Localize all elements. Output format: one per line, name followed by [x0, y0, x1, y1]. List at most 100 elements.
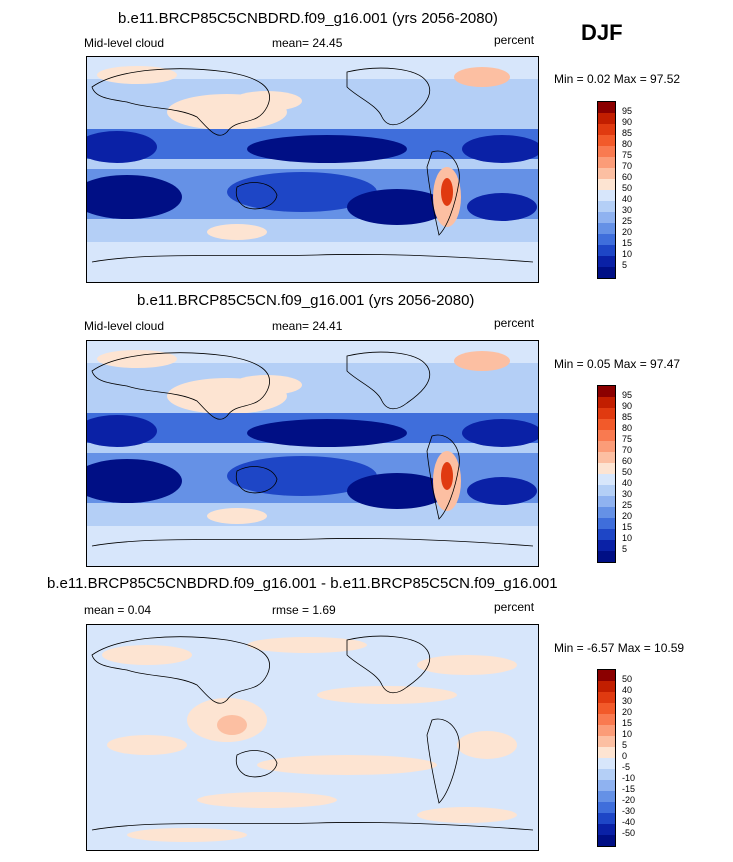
diff-positive-patch: [197, 792, 337, 808]
diff-positive-patch: [417, 655, 517, 675]
colorbar-tick-label: 80: [622, 139, 633, 149]
s-atlantic-low: [467, 193, 537, 221]
colorbar-tick-label: 15: [622, 238, 633, 248]
antarctic-band: [87, 242, 538, 282]
asia-high-cloud-2: [232, 375, 302, 395]
colorbar-swatch: [598, 681, 615, 692]
indian-low-cloud: [87, 415, 157, 447]
diff-maritime-continent: [217, 715, 247, 735]
north-america-coastline: [346, 67, 430, 126]
colorbar-swatch: [598, 157, 615, 168]
panel-2-variable-label: Mid-level cloud: [84, 319, 165, 333]
s-ocean-high: [207, 224, 267, 240]
colorbar-tick-label: 0: [622, 751, 628, 761]
colorbar-swatch: [598, 441, 615, 452]
panel-2-map: [86, 340, 539, 567]
eurasia-coastline: [91, 636, 270, 704]
pacific-low-cloud: [247, 135, 407, 163]
colorbar-tick-label: 40: [622, 478, 633, 488]
panel-3-rmse-label: rmse = 1.69: [272, 603, 336, 617]
colorbar-tick-label: 20: [622, 227, 633, 237]
colorbar-swatch: [598, 725, 615, 736]
s-pacific-low: [227, 456, 377, 496]
se-pacific-low: [347, 189, 447, 225]
panel-3-units-label: percent: [494, 600, 535, 614]
colorbar-swatch: [598, 714, 615, 725]
colorbar-tick-label: 30: [622, 696, 633, 706]
colorbar-swatch: [598, 267, 615, 278]
diff-positive-patch: [457, 731, 517, 759]
colorbar-tick-label: 10: [622, 533, 633, 543]
panel-1-units-label: percent: [494, 33, 535, 47]
colorbar-swatch: [598, 234, 615, 245]
panel-3-title: b.e11.BRCP85C5CNBDRD.f09_g16.001 - b.e11…: [47, 575, 558, 592]
colorbar-swatch: [598, 769, 615, 780]
colorbar-swatch: [598, 135, 615, 146]
colorbar-tick-label: 90: [622, 117, 633, 127]
colorbar-tick-label: 40: [622, 685, 633, 695]
panel-1-title: b.e11.BRCP85C5CNBDRD.f09_g16.001 (yrs 20…: [118, 10, 498, 27]
colorbar-swatch: [598, 835, 615, 846]
colorbar-swatch: [598, 692, 615, 703]
colorbar-tick-label: -10: [622, 773, 636, 783]
colorbar-swatch: [598, 168, 615, 179]
colorbar-swatch: [598, 201, 615, 212]
panel-1-colorbar: [597, 101, 616, 279]
panel-2-units-label: percent: [494, 316, 535, 330]
colorbar-tick-label: 85: [622, 412, 633, 422]
colorbar-swatch: [598, 496, 615, 507]
south-america-coastline: [426, 150, 460, 236]
colorbar-tick-label: 5: [622, 260, 628, 270]
panel-3-colorbar: [597, 669, 616, 847]
colorbar-tick-label: 25: [622, 216, 633, 226]
eurasia-coastline: [91, 352, 270, 420]
colorbar-swatch: [598, 212, 615, 223]
antarctica-coastline: [91, 538, 534, 547]
greenland-high-cloud: [454, 67, 510, 87]
colorbar-tick-label: 40: [622, 194, 633, 204]
colorbar-swatch: [598, 474, 615, 485]
amazon-max: [441, 178, 453, 206]
atlantic-low-cloud: [462, 419, 538, 447]
colorbar-tick-label: -30: [622, 806, 636, 816]
s-atlantic-low: [467, 477, 537, 505]
antarctica-coastline: [91, 822, 534, 831]
colorbar-tick-label: 75: [622, 434, 633, 444]
colorbar-tick-label: -15: [622, 784, 636, 794]
colorbar-swatch: [598, 146, 615, 157]
colorbar-tick-label: 70: [622, 445, 633, 455]
colorbar-swatch: [598, 452, 615, 463]
diff-positive-patch: [102, 645, 192, 665]
panel-2-mean-label: mean= 24.41: [272, 319, 343, 333]
colorbar-swatch: [598, 791, 615, 802]
eurasia-coastline: [91, 68, 270, 136]
season-label: DJF: [581, 20, 623, 45]
colorbar-tick-label: 20: [622, 707, 633, 717]
se-pacific-low: [347, 473, 447, 509]
colorbar-tick-label: 30: [622, 205, 633, 215]
antarctic-band: [87, 526, 538, 566]
colorbar-tick-label: 10: [622, 729, 633, 739]
colorbar-swatch: [598, 780, 615, 791]
australia-coastline: [235, 182, 278, 210]
north-america-coastline: [346, 635, 430, 694]
colorbar-swatch: [598, 736, 615, 747]
colorbar-swatch: [598, 551, 615, 562]
colorbar-swatch: [598, 102, 615, 113]
colorbar-tick-label: 15: [622, 718, 633, 728]
colorbar-tick-label: 15: [622, 522, 633, 532]
colorbar-tick-label: 75: [622, 150, 633, 160]
australia-coastline: [235, 750, 278, 778]
s-ocean-high: [207, 508, 267, 524]
colorbar-tick-label: 50: [622, 674, 633, 684]
diff-positive-patch: [317, 686, 457, 704]
colorbar-swatch: [598, 430, 615, 441]
colorbar-tick-label: -40: [622, 817, 636, 827]
amazon-max: [441, 462, 453, 490]
greenland-high-cloud: [454, 351, 510, 371]
colorbar-tick-label: 95: [622, 106, 633, 116]
arctic-band: [87, 57, 538, 79]
s-indian-low: [87, 459, 182, 503]
panel-2-title: b.e11.BRCP85C5CN.f09_g16.001 (yrs 2056-2…: [137, 292, 475, 309]
colorbar-tick-label: 95: [622, 390, 633, 400]
